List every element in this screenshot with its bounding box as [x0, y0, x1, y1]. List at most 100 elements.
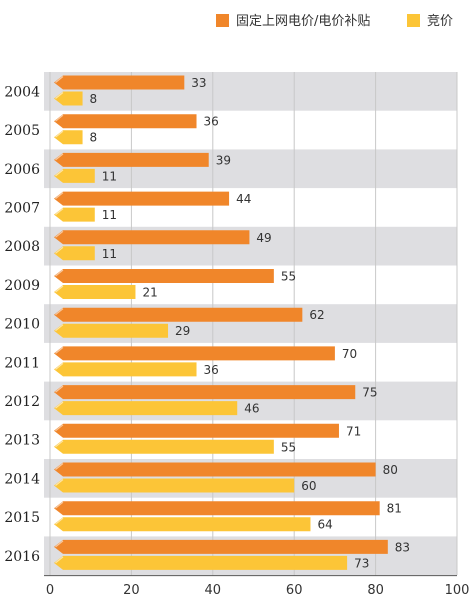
value-label: 80 — [383, 463, 398, 477]
value-label: 36 — [204, 363, 219, 377]
value-label: 8 — [90, 92, 98, 106]
bar-tip-highlight — [55, 324, 64, 332]
bar-tip-highlight — [55, 556, 64, 564]
bar-tip-highlight — [55, 269, 64, 277]
bar-tip-highlight — [55, 192, 64, 200]
bar-tip-highlight — [55, 285, 64, 293]
x-tick-label: 40 — [205, 583, 222, 598]
bar-series-0 — [54, 152, 209, 167]
value-label: 60 — [301, 479, 316, 493]
value-labels: 33 8 36 8 39 11 44 11 49 11 55 21 62 29 70 36 75 46 71 55 80… — [90, 76, 411, 570]
bar-tip-highlight — [55, 76, 64, 83]
value-label: 49 — [256, 231, 271, 245]
value-label: 11 — [102, 169, 117, 183]
category-label: 2015 — [4, 510, 40, 526]
bar-series-0 — [54, 501, 380, 516]
legend-swatch-series-1 — [407, 14, 420, 27]
value-label: 11 — [102, 247, 117, 261]
x-tick-label: 20 — [123, 583, 140, 598]
value-label: 64 — [317, 518, 332, 532]
bar-series-1 — [54, 439, 274, 454]
bar-tip-highlight — [55, 362, 64, 370]
category-label: 2016 — [4, 549, 40, 565]
value-label: 46 — [244, 402, 259, 416]
value-label: 62 — [309, 308, 324, 322]
category-label: 2008 — [4, 239, 40, 255]
value-label: 33 — [191, 76, 206, 90]
category-label: 2013 — [4, 433, 40, 449]
value-label: 11 — [102, 208, 117, 222]
bar-series-1 — [54, 362, 197, 377]
bar-series-0 — [54, 230, 250, 245]
x-tick-label: 80 — [367, 583, 384, 598]
value-label: 21 — [142, 286, 157, 300]
x-tick-label: 60 — [286, 583, 303, 598]
category-label: 2012 — [4, 394, 40, 410]
bars — [54, 75, 388, 570]
bar-series-1 — [54, 555, 348, 570]
bar-series-0 — [54, 191, 230, 206]
x-axis: 0 20 40 60 80 100 — [44, 575, 470, 598]
value-label: 36 — [204, 115, 219, 129]
value-label: 83 — [395, 540, 410, 554]
value-label: 73 — [354, 556, 369, 570]
bar-tip-highlight — [55, 517, 64, 525]
bar-tip-highlight — [55, 501, 64, 509]
bar-series-0 — [54, 75, 185, 90]
bar-tip-highlight — [55, 208, 64, 216]
bar-series-0 — [54, 423, 339, 438]
value-label: 70 — [342, 347, 357, 361]
category-label: 2014 — [4, 471, 40, 487]
bar-tip-highlight — [55, 424, 64, 432]
bar-series-0 — [54, 114, 197, 129]
legend: 固定上网电价/电价补贴 竞价 — [216, 13, 453, 29]
value-label: 71 — [346, 424, 361, 438]
bar-tip-highlight — [55, 114, 64, 122]
bar-series-1 — [54, 168, 95, 183]
bar-tip-highlight — [55, 230, 64, 238]
bar-series-1 — [54, 207, 95, 222]
bar-tip-highlight — [55, 401, 64, 409]
value-label: 55 — [281, 440, 296, 454]
bar-tip-highlight — [55, 246, 64, 254]
bar-series-1 — [54, 323, 169, 338]
bar-series-0 — [54, 269, 274, 283]
value-label: 75 — [362, 386, 377, 400]
x-tick-label: 0 — [46, 583, 54, 598]
bar-tip-highlight — [55, 385, 64, 393]
bar-series-1 — [54, 478, 295, 493]
bar-tip-highlight — [55, 346, 64, 354]
category-label: 2007 — [4, 200, 40, 216]
bar-series-1 — [54, 130, 83, 145]
bar-tip-highlight — [55, 540, 64, 548]
bar-tip-highlight — [55, 479, 64, 486]
bar-series-1 — [54, 517, 311, 532]
value-label: 8 — [90, 131, 98, 145]
category-label: 2009 — [4, 278, 40, 294]
bar-series-1 — [54, 246, 95, 261]
bar-series-0 — [54, 385, 356, 400]
category-labels: 2004 2005 2006 2007 2008 2009 2010 2011 2012 2013… — [4, 84, 40, 564]
bar-series-0 — [54, 346, 335, 361]
legend-label-series-1: 竞价 — [427, 13, 453, 29]
value-label: 55 — [281, 270, 296, 284]
bar-tip-highlight — [55, 169, 64, 177]
category-label: 2011 — [4, 355, 40, 371]
bar-series-1 — [54, 285, 136, 299]
row-bands — [44, 72, 457, 576]
x-tick-label: 100 — [445, 583, 470, 598]
bar-tip-highlight — [55, 130, 64, 138]
legend-swatch-series-0 — [216, 14, 229, 27]
bar-tip-highlight — [55, 463, 64, 470]
category-label: 2004 — [4, 84, 40, 100]
bar-series-0 — [54, 307, 303, 322]
category-label: 2010 — [4, 317, 40, 333]
bar-series-1 — [54, 401, 238, 416]
value-label: 29 — [175, 324, 190, 338]
category-label: 2005 — [4, 123, 40, 139]
bar-series-0 — [54, 462, 376, 477]
bar-tip-highlight — [55, 153, 64, 161]
value-label: 81 — [387, 502, 402, 516]
legend-label-series-0: 固定上网电价/电价补贴 — [236, 14, 370, 29]
bar-series-0 — [54, 539, 388, 554]
